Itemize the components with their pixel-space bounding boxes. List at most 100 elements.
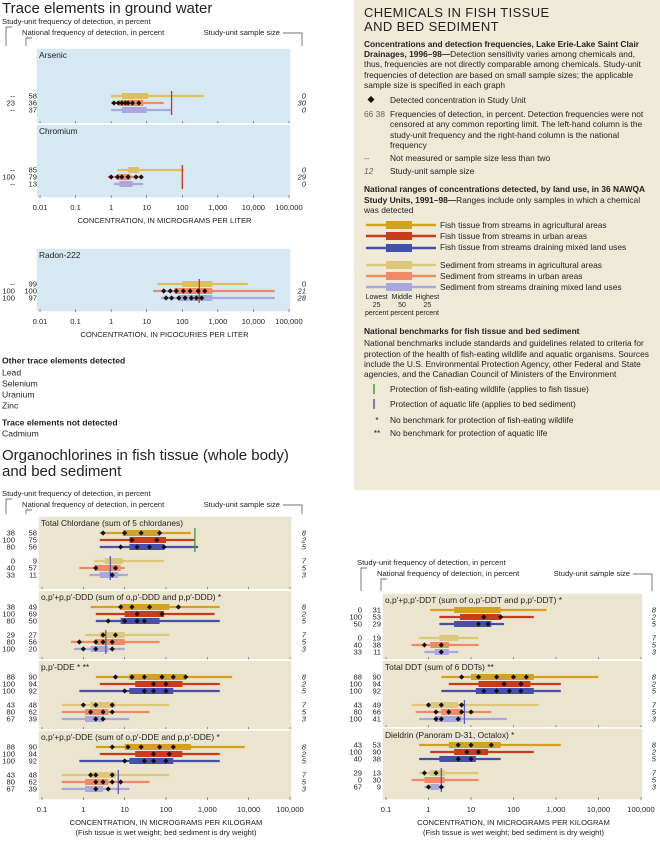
study-frequency: 50: [354, 620, 362, 629]
detection: [156, 744, 163, 750]
detection: [88, 772, 94, 778]
national-frequency: 57: [29, 564, 37, 573]
range-swatch: [366, 243, 436, 252]
swatch-box: [386, 232, 412, 241]
x-tick-label: 0.1: [70, 203, 81, 212]
detection: [100, 716, 106, 722]
percentile-label: Highest 25 percent: [415, 294, 440, 318]
range-box: [135, 751, 183, 757]
study-frequency: 100: [2, 287, 15, 296]
legend-item: 66 38 Frequencies of detection, in perce…: [364, 109, 652, 150]
x-tick-label: 1: [81, 805, 85, 814]
detection: [156, 530, 163, 536]
legend-item: Protection of aquatic life (applies to b…: [364, 399, 652, 411]
x-tick-label: 100,000: [275, 317, 302, 326]
range-box: [129, 674, 186, 680]
detection: [122, 688, 128, 694]
national-frequency: 9: [377, 783, 381, 792]
x-tick-label: 100,000: [275, 203, 302, 212]
header-label: Study-unit frequency of detection, in pe…: [357, 558, 506, 567]
national-frequency: 29: [373, 620, 381, 629]
detection: [150, 681, 157, 687]
study-frequency: --: [10, 280, 16, 289]
range-box: [90, 646, 109, 652]
detection: [150, 688, 157, 694]
header-bracket: [283, 32, 303, 46]
range-legend-item: Sediment from streams draining mixed lan…: [364, 282, 652, 292]
national-frequency: 11: [373, 648, 381, 657]
range-box: [104, 558, 123, 564]
list-item: Selenium: [2, 378, 38, 388]
detection: [498, 614, 504, 620]
study-frequency: --: [10, 92, 16, 101]
range-box: [454, 607, 501, 613]
detection: [183, 674, 189, 680]
detection: [455, 756, 461, 762]
detection: [464, 749, 470, 755]
national-frequency: 50: [29, 617, 37, 626]
detection: [93, 639, 99, 645]
x-tick-label: 100: [176, 317, 189, 326]
study-frequency: 0: [358, 776, 362, 785]
detection: [458, 674, 465, 680]
range-box: [430, 784, 440, 790]
detection: [93, 779, 99, 785]
national-frequency: 69: [29, 610, 37, 619]
sample-size: 30: [298, 99, 307, 108]
study-frequency: 80: [7, 708, 15, 717]
percentile-label: Lowest 25 percent: [364, 294, 389, 318]
sample-size: 3: [302, 571, 307, 580]
national-frequency: 49: [373, 701, 381, 710]
list-heading: Other trace elements detected: [2, 355, 125, 365]
national-frequency: 79: [29, 173, 37, 182]
sample-size: 8: [302, 603, 307, 612]
range-swatch: [366, 221, 436, 230]
range-swatch: [366, 232, 436, 241]
study-frequency: 0: [358, 606, 362, 615]
x-axis-title: CONCENTRATION, IN MICROGRAMS PER LITER: [77, 216, 252, 225]
national-frequency: 66: [373, 708, 381, 717]
sample-size: 5: [652, 641, 657, 650]
national-frequency: 90: [29, 673, 37, 682]
panel-title: Dieldrin (Panoram D-31, Octalox) *: [385, 730, 515, 740]
sample-size: 2: [651, 613, 657, 622]
sample-size: 0: [302, 92, 307, 101]
range-legend-item: Fish tissue from streams draining mixed …: [364, 242, 652, 252]
legend-text: Detected concentration in Study Unit: [390, 95, 526, 106]
study-frequency: 100: [349, 715, 362, 724]
detection: [122, 100, 128, 106]
detection: [481, 614, 487, 620]
legend-text: No benchmark for protection of aquatic l…: [390, 427, 548, 438]
sample-size: 8: [652, 606, 657, 615]
range-box: [119, 181, 133, 187]
range-box: [90, 702, 116, 708]
header-label: National frequency of detection, in perc…: [22, 500, 165, 509]
detection: [138, 174, 144, 180]
study-frequency: 0: [358, 634, 362, 643]
detection: [518, 681, 524, 687]
detection: [163, 295, 169, 301]
detection: [163, 758, 169, 764]
x-axis-title: CONCENTRATION, IN MICROGRAMS PER KILOGRA…: [70, 818, 263, 827]
ranges-intro: National ranges of concentrations detect…: [364, 184, 652, 215]
panel-title: Chromium: [39, 126, 78, 136]
national-frequency: 92: [29, 757, 37, 766]
study-frequency: 88: [7, 673, 15, 682]
detection: [111, 100, 117, 106]
detection: [438, 649, 444, 655]
detection: [510, 674, 517, 680]
study-frequency: 100: [2, 687, 15, 696]
benchmarks-heading: National benchmarks for fish tissue and …: [364, 326, 580, 337]
sample-size: 8: [302, 743, 307, 752]
x-tick-label: 10,000: [587, 805, 610, 814]
header-label: Study-unit frequency of detection, in pe…: [2, 17, 151, 26]
x-tick-label: 1,000: [546, 805, 565, 814]
legend-item: ** No benchmark for protection of aquati…: [364, 428, 652, 438]
range-box: [475, 688, 534, 694]
header-label: Study-unit sample size: [554, 569, 630, 578]
detection: [100, 709, 106, 715]
detection: [433, 770, 439, 776]
detection: [76, 639, 82, 645]
study-frequency: 88: [7, 743, 15, 752]
detection: [202, 288, 208, 294]
